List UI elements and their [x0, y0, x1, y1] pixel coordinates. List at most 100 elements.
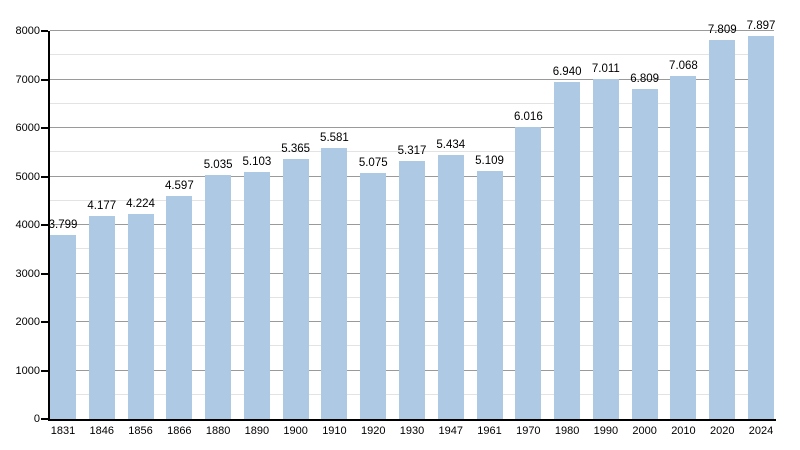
bar	[282, 158, 309, 419]
bar	[437, 155, 464, 419]
bar-group-1920: 5.075	[359, 157, 388, 419]
y-tick-mark	[41, 321, 48, 323]
y-tick-label: 1000	[15, 364, 40, 377]
x-tick-label: 1947	[438, 425, 463, 437]
bar	[748, 36, 774, 419]
bar-value-label: 7.809	[707, 24, 737, 37]
bar-group-1930: 5.317	[398, 145, 426, 419]
y-tick-mark	[41, 78, 48, 81]
bar	[50, 234, 76, 419]
gridline-major	[50, 78, 774, 80]
bar-group-1990: 7.011	[592, 63, 620, 419]
plot-area: 3.799 4.177 4.224 4.597 5.035 5.103 5.365 5.581…	[49, 20, 775, 419]
bar-value-label: 7.897	[746, 20, 776, 32]
x-tick-label: 2024	[748, 425, 774, 437]
x-tick-label: 1930	[399, 425, 425, 437]
bar-value-label: 7.068	[669, 60, 698, 73]
x-tick-label: 1831	[50, 425, 76, 437]
y-tick-mark	[41, 369, 48, 372]
y-tick-mark	[41, 224, 48, 226]
y-tick-label: 2000	[15, 316, 40, 328]
x-tick-label: 1900	[283, 425, 308, 437]
bar	[166, 196, 193, 419]
bar	[360, 172, 387, 419]
x-tick-label: 2000	[632, 425, 657, 437]
bar-value-label: 5.109	[475, 155, 504, 168]
x-tick-label: 1880	[205, 425, 231, 437]
gridline-major	[50, 127, 774, 128]
bar-value-label: 3.799	[48, 218, 78, 231]
bar-group-2020: 7.809	[708, 24, 737, 419]
y-tick-mark	[41, 127, 48, 129]
y-tick-label: 4000	[15, 219, 40, 231]
bar-group-1970: 6.016	[514, 111, 543, 419]
gridline-minor	[50, 151, 774, 153]
bar	[515, 127, 542, 419]
y-tick-mark	[41, 418, 48, 420]
bar-value-label: 6.016	[513, 111, 543, 124]
x-tick-label: 1890	[244, 425, 270, 437]
bar-group-1910: 5.581	[320, 132, 349, 419]
y-tick-label: 6000	[15, 122, 40, 134]
bar-group-1961: 5.109	[475, 155, 504, 419]
y-tick-label: 7000	[15, 73, 40, 86]
y-tick-label: 8000	[15, 25, 40, 37]
bar-value-label: 6.940	[552, 66, 582, 79]
bar-group-2024: 7.897	[747, 20, 775, 419]
y-tick-label: 0	[33, 413, 40, 425]
bar-value-label: 4.597	[164, 180, 194, 193]
x-axis-line	[48, 419, 776, 421]
bar	[399, 161, 425, 419]
bar-group-1980: 6.940	[553, 66, 582, 419]
gridline-major	[50, 30, 774, 31]
bar	[554, 82, 581, 419]
gridline-minor	[50, 102, 774, 104]
bar	[631, 88, 658, 419]
bar-group-1890: 5.103	[242, 156, 271, 419]
bar	[205, 174, 232, 419]
bar	[88, 216, 115, 419]
x-tick-label: 1910	[322, 425, 347, 437]
bar-group-2010: 7.068	[669, 60, 698, 419]
bar-value-label: 5.365	[281, 142, 311, 155]
bar-value-label: 5.103	[242, 155, 272, 168]
bar-value-label: 4.177	[87, 200, 117, 213]
bar-group-1846: 4.177	[87, 200, 116, 419]
bar	[127, 214, 154, 419]
bar-group-1856: 4.224	[126, 198, 155, 419]
bar	[476, 171, 503, 419]
bar	[592, 78, 619, 419]
y-tick-label: 5000	[15, 170, 40, 183]
x-tick-label: 1961	[477, 425, 502, 437]
bar-group-2000: 6.809	[630, 73, 659, 419]
bar-value-label: 4.224	[126, 198, 155, 211]
x-tick-label: 2010	[671, 425, 696, 437]
bar-value-label: 5.035	[203, 158, 233, 171]
bar	[709, 40, 736, 419]
bar-group-1880: 5.035	[204, 159, 233, 419]
x-tick-label: 1980	[554, 425, 580, 437]
x-tick-label: 1856	[128, 425, 153, 437]
y-axis-line	[48, 31, 50, 421]
x-tick-label: 1970	[516, 425, 541, 437]
bar	[243, 171, 270, 419]
y-tick-label: 3000	[15, 267, 40, 280]
bar-group-1866: 4.597	[165, 180, 194, 419]
y-tick-mark	[41, 30, 48, 32]
x-tick-label: 1866	[167, 425, 192, 437]
x-tick-label: 1846	[89, 425, 114, 437]
x-tick-label: 2020	[709, 425, 735, 437]
x-tick-label: 1990	[593, 425, 619, 437]
bar-value-label: 5.581	[320, 132, 349, 145]
bar-value-label: 5.317	[397, 145, 427, 158]
y-tick-mark	[41, 272, 48, 275]
y-tick-mark	[41, 175, 48, 178]
bar-group-1831: 3.799	[49, 219, 77, 419]
x-tick-label: 1920	[360, 425, 386, 437]
bar-value-label: 7.011	[591, 62, 620, 75]
bar	[670, 76, 697, 419]
bar-value-label: 5.434	[436, 139, 466, 152]
bar	[321, 148, 348, 419]
bar-value-label: 5.075	[358, 156, 388, 169]
